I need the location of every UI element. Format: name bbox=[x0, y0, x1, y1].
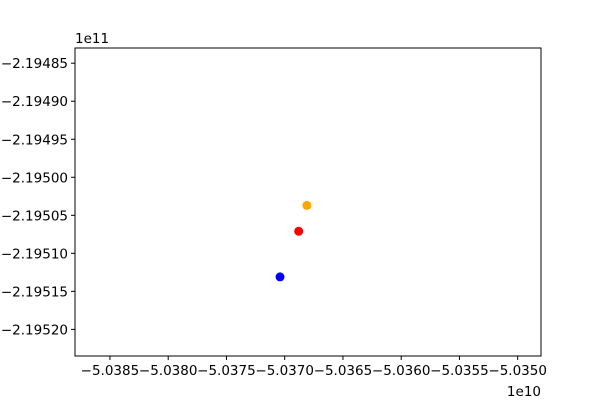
y-tick-label: −2.19500 bbox=[1, 170, 68, 186]
x-offset-label: 1e10 bbox=[507, 384, 541, 400]
x-tick-label: −5.0360 bbox=[372, 363, 431, 379]
y-tick-label: −2.19485 bbox=[1, 56, 68, 72]
y-tick-label: −2.19520 bbox=[1, 322, 68, 338]
x-tick-label: −5.0380 bbox=[139, 363, 198, 379]
x-tick-label: −5.0370 bbox=[255, 363, 314, 379]
y-tick-label: −2.19510 bbox=[1, 246, 68, 262]
x-axis-ticks: −5.0385 −5.0380 −5.0375 −5.0370 −5.0365 −5.03… bbox=[81, 356, 547, 379]
data-points bbox=[275, 200, 312, 282]
y-tick-label: −2.19505 bbox=[1, 208, 68, 224]
x-tick-label: −5.0355 bbox=[430, 363, 489, 379]
y-offset-label: 1e11 bbox=[75, 31, 109, 47]
data-point bbox=[302, 200, 312, 210]
x-tick-label: −5.0375 bbox=[197, 363, 256, 379]
data-point bbox=[275, 272, 285, 282]
x-tick-label: −5.0365 bbox=[314, 363, 373, 379]
data-point bbox=[294, 226, 304, 236]
x-tick-label: −5.0385 bbox=[81, 363, 140, 379]
plot-frame bbox=[74, 47, 542, 357]
y-tick-label: −2.19515 bbox=[1, 284, 68, 300]
x-tick-label: −5.0350 bbox=[488, 363, 547, 379]
y-tick-label: −2.19490 bbox=[1, 94, 68, 110]
y-axis-ticks: −2.19485 −2.19490 −2.19495 −2.19500 −2.19505… bbox=[1, 56, 75, 338]
y-tick-label: −2.19495 bbox=[1, 132, 68, 148]
